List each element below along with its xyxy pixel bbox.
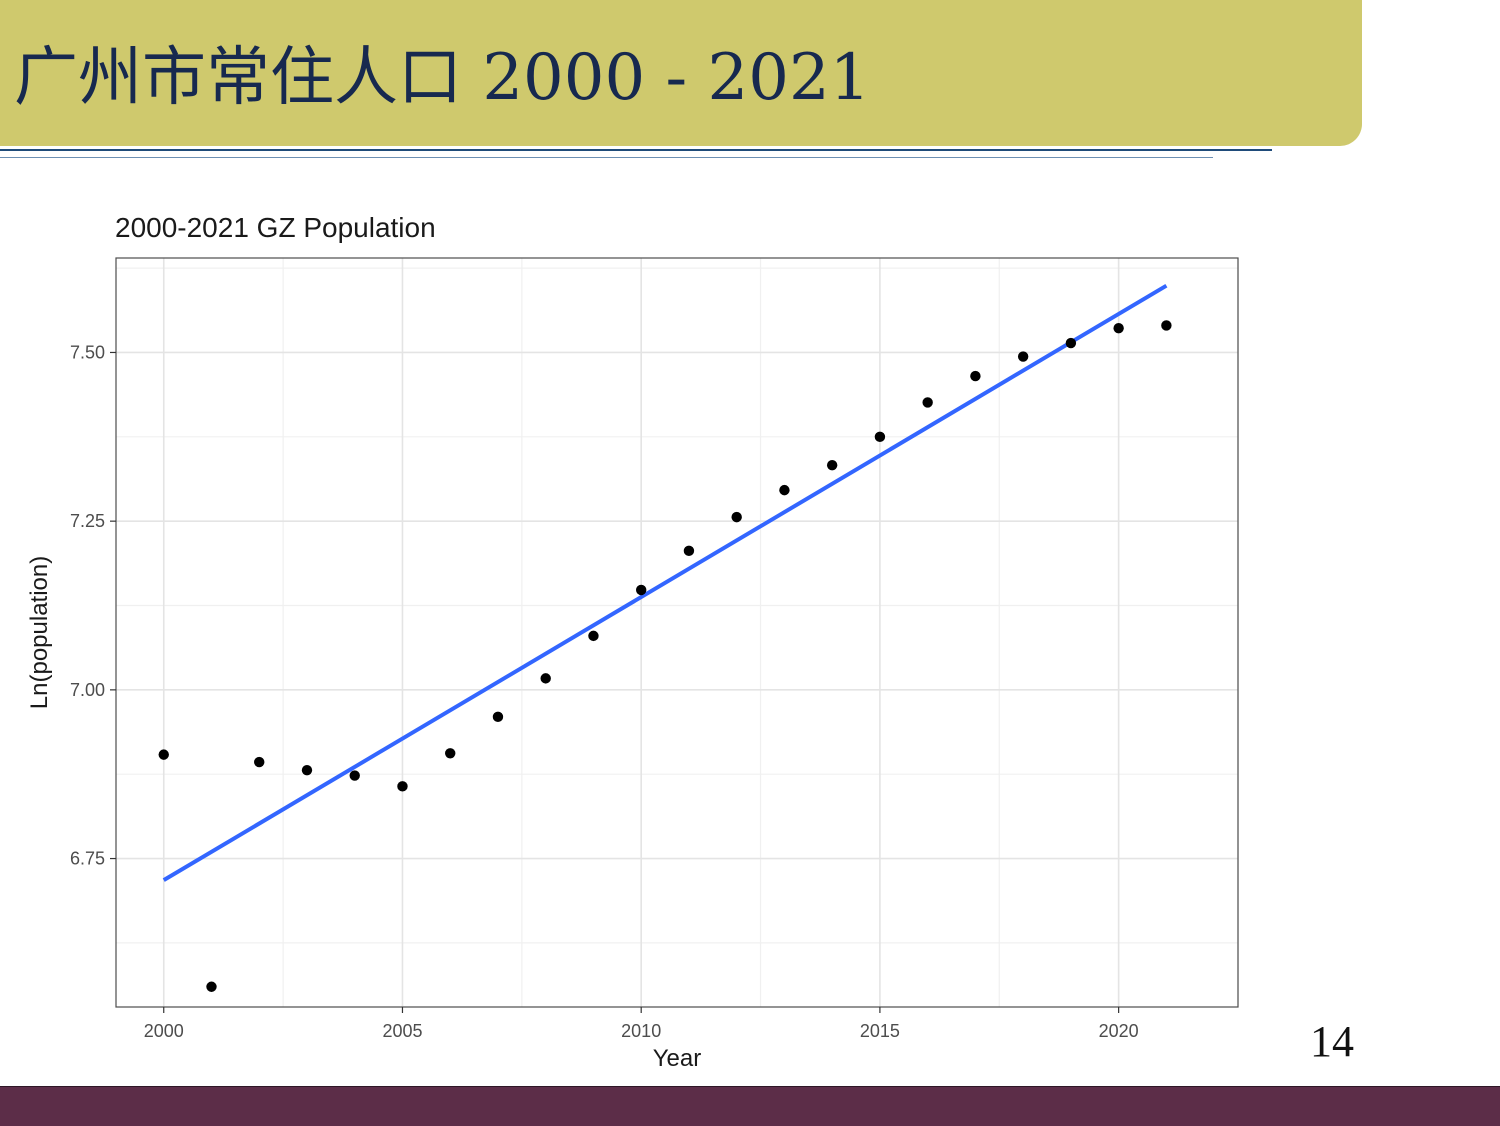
points-layer <box>158 320 1172 992</box>
data-point <box>1161 320 1172 331</box>
y-axis: 6.75 7.00 7.25 7.50 <box>70 342 116 869</box>
y-tick-label: 6.75 <box>70 849 105 869</box>
data-point <box>540 673 551 684</box>
data-point <box>492 711 504 723</box>
title-rule-bottom <box>0 157 1213 158</box>
data-point <box>683 545 695 557</box>
chart-title: 2000-2021 GZ Population <box>115 212 436 243</box>
data-point <box>1065 337 1077 349</box>
title-banner: 广州市常住人口 2000 - 2021 <box>0 0 1362 146</box>
x-tick-label: 2015 <box>860 1021 900 1041</box>
chart-background <box>14 196 1254 1086</box>
data-point <box>158 749 169 760</box>
data-point <box>970 370 981 382</box>
slide-title: 广州市常住人口 2000 - 2021 <box>14 41 871 115</box>
data-point <box>349 770 360 781</box>
data-point <box>1017 351 1029 362</box>
x-axis: 2000 2005 2010 2015 2020 <box>144 1007 1139 1041</box>
x-tick-label: 2005 <box>382 1021 422 1041</box>
footer-band <box>0 1086 1500 1126</box>
y-tick-label: 7.50 <box>70 342 105 362</box>
y-tick-label: 7.25 <box>70 511 105 531</box>
data-point <box>874 431 886 443</box>
data-point <box>206 981 217 992</box>
x-tick-label: 2020 <box>1099 1021 1139 1041</box>
data-point <box>445 748 456 759</box>
population-chart: 2000-2021 GZ Population 2000 2005 2010 2015… <box>14 196 1254 1086</box>
grid-major <box>116 258 1238 1007</box>
page-number: 14 <box>1310 1017 1354 1066</box>
data-point <box>301 764 313 776</box>
data-point <box>731 511 742 523</box>
data-point <box>588 630 599 642</box>
data-point <box>779 484 790 496</box>
x-tick-label: 2010 <box>621 1021 661 1041</box>
x-axis-label: Year <box>653 1045 702 1072</box>
data-point <box>254 756 265 768</box>
chart-container: 2000-2021 GZ Population 2000 2005 2010 2015… <box>14 196 1254 1086</box>
data-point <box>922 397 933 408</box>
trend-layer <box>162 283 1168 882</box>
panel-border <box>115 257 1239 1008</box>
data-point <box>397 781 408 792</box>
y-axis-label: Ln(population) <box>26 556 53 709</box>
title-rule-top <box>0 149 1272 151</box>
data-point <box>635 584 647 596</box>
y-tick-label: 7.00 <box>70 680 105 700</box>
trend-line <box>162 283 1168 882</box>
data-point <box>1113 322 1124 334</box>
data-point <box>826 459 838 471</box>
x-tick-label: 2000 <box>144 1021 184 1041</box>
